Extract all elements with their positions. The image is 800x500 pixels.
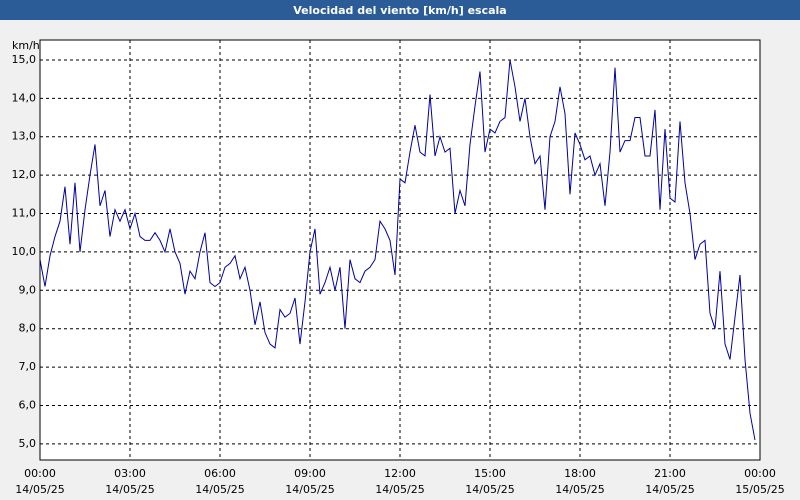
x-tick-label: 15:00 xyxy=(474,467,506,480)
x-tick-date: 14/05/25 xyxy=(645,483,694,496)
x-tick-label: 03:00 xyxy=(114,467,146,480)
x-tick-label: 06:00 xyxy=(204,467,236,480)
plot-border xyxy=(39,39,761,461)
y-tick-label: 5,0 xyxy=(19,437,37,450)
x-tick-date: 14/05/25 xyxy=(15,483,64,496)
y-axis-label: km/h xyxy=(12,39,40,52)
x-tick-label: 00:00 xyxy=(744,467,776,480)
y-tick-label: 14,0 xyxy=(12,91,37,104)
x-tick-label: 09:00 xyxy=(294,467,326,480)
y-tick-label: 10,0 xyxy=(12,245,37,258)
y-tick-label: 11,0 xyxy=(12,207,37,220)
y-tick-label: 8,0 xyxy=(19,322,37,335)
x-tick-date: 14/05/25 xyxy=(465,483,514,496)
data-line xyxy=(39,59,756,441)
x-tick-date: 15/05/25 xyxy=(735,483,784,496)
x-tick-date: 14/05/25 xyxy=(105,483,154,496)
x-tick-date: 14/05/25 xyxy=(195,483,244,496)
x-tick-label: 18:00 xyxy=(564,467,596,480)
y-tick-label: 12,0 xyxy=(12,168,37,181)
y-tick-label: 13,0 xyxy=(12,130,37,143)
x-tick-label: 21:00 xyxy=(654,467,686,480)
y-tick-label: 6,0 xyxy=(19,398,37,411)
x-tick-date: 14/05/25 xyxy=(375,483,424,496)
chart-title: Velocidad del viento [km/h] escala xyxy=(293,4,506,17)
x-tick-date: 14/05/25 xyxy=(555,483,604,496)
y-tick-label: 9,0 xyxy=(19,283,37,296)
y-tick-label: 7,0 xyxy=(19,360,37,373)
title-bar xyxy=(0,0,800,20)
x-tick-label: 12:00 xyxy=(384,467,416,480)
x-tick-date: 14/05/25 xyxy=(285,483,334,496)
x-tick-label: 00:00 xyxy=(24,467,56,480)
y-tick-label: 15,0 xyxy=(12,53,37,66)
